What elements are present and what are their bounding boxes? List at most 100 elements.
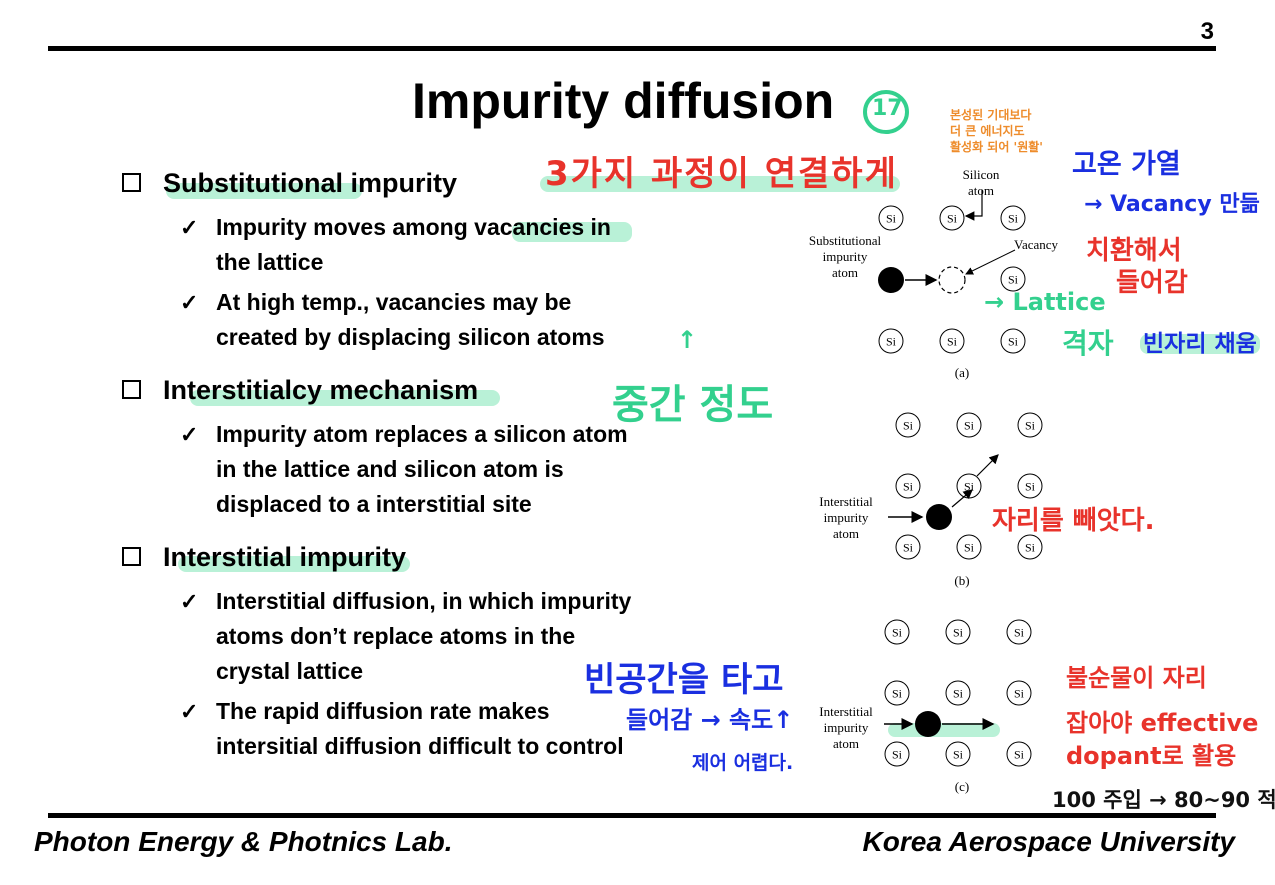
highlight-substitutional (166, 183, 362, 199)
svg-text:Si: Si (947, 335, 958, 349)
check-icon: ✓ (180, 422, 199, 447)
highlight-interstitialcy (190, 390, 500, 406)
svg-text:Si: Si (1008, 335, 1019, 349)
silicon-atom: Si (956, 473, 982, 499)
annotation-percent-note: 100 주입 → 80~90 적용 (1052, 788, 1275, 812)
annotation-hard-control: 제어 어렵다. (692, 752, 794, 774)
silicon-atom: Si (939, 205, 965, 231)
svg-text:Si: Si (892, 687, 903, 701)
substitutional-label: Substitutional (809, 233, 882, 248)
annotation-empty-spot: 빈자리 채움 (1143, 331, 1257, 357)
vacancy (938, 266, 966, 294)
svg-text:Si: Si (886, 335, 897, 349)
annotation-middle-point: 중간 정도 (612, 382, 774, 428)
svg-text:Si: Si (964, 419, 975, 433)
silicon-atom: Si (1006, 619, 1032, 645)
svg-text:Si: Si (892, 626, 903, 640)
svg-text:Si: Si (1008, 212, 1019, 226)
svg-text:atom: atom (968, 183, 994, 198)
section-heading-interstitialcy: Interstitialcy mechanism (122, 375, 478, 406)
silicon-atom: Si (1006, 680, 1032, 706)
annotation-orange-note: 본성된 기대보다 더 큰 에너지도 활성화 되어 '원활' (950, 108, 1043, 154)
silicon-atom: Si (939, 328, 965, 354)
svg-text:Si: Si (886, 212, 897, 226)
section-heading-interstitial: Interstitial impurity (122, 542, 406, 573)
check-icon: ✓ (180, 290, 199, 315)
silicon-atom: Si (878, 328, 904, 354)
silicon-atom: Si (1000, 266, 1026, 292)
annotation-enter-speed: 들어감 → 속도↑ (626, 706, 794, 734)
highlight-three-processes (540, 176, 900, 192)
highlight-vacancies (512, 222, 632, 242)
check-icon: ✓ (180, 215, 199, 240)
svg-text:Si: Si (892, 748, 903, 762)
annotation-high-temp: 고온 가열 (1072, 149, 1181, 180)
silicon-atom: Si (1000, 328, 1026, 354)
footer-rule (48, 813, 1216, 818)
title-circle-mark (863, 90, 909, 134)
svg-text:Si: Si (1008, 273, 1019, 287)
svg-text:impurity: impurity (824, 720, 869, 735)
title-circle-number: 17 (872, 96, 903, 121)
svg-text:Si: Si (1014, 687, 1025, 701)
interstitial-label-c: Interstitial (819, 704, 873, 719)
silicon-atom: Si (895, 534, 921, 560)
svg-text:Si: Si (947, 212, 958, 226)
annotation-impurity-place: 불순물이 자리 잡아야 effective dopant로 활용 (1066, 664, 1259, 770)
annotation-pushed-out: 자리를 빼앗다. (992, 506, 1155, 536)
svg-text:impurity: impurity (823, 249, 868, 264)
header-rule (48, 46, 1216, 51)
silicon-atom: Si (1006, 741, 1032, 767)
annotation-ride-space: 빈공간을 타고 (584, 660, 784, 700)
silicon-atom: Si (1000, 205, 1026, 231)
svg-text:Si: Si (1014, 626, 1025, 640)
silicon-atom-label: Silicon (963, 167, 1000, 182)
highlight-interstitial (178, 556, 410, 572)
caption-b: (b) (954, 573, 969, 588)
interstitial-label-b: Interstitial (819, 494, 873, 509)
silicon-atom: Si (884, 619, 910, 645)
silicon-atom: Si (945, 680, 971, 706)
square-bullet-icon (122, 380, 141, 400)
footer-lab-name: Photon Energy & Photnics Lab. (34, 826, 453, 857)
silicon-atom: Si (1017, 534, 1043, 560)
svg-text:Si: Si (1025, 480, 1036, 494)
svg-text:atom: atom (832, 265, 858, 280)
svg-text:Si: Si (1014, 748, 1025, 762)
vacancy-label: Vacancy (1014, 237, 1059, 252)
annotation-three-processes: 3가지 과정이 연결하게 (545, 154, 898, 194)
svg-text:Si: Si (1025, 419, 1036, 433)
silicon-atom: Si (884, 680, 910, 706)
square-bullet-icon (122, 173, 141, 193)
bullet-item: ✓ Impurity moves among vacancies in the … (180, 210, 700, 280)
silicon-atom: Si (945, 741, 971, 767)
svg-text:Si: Si (903, 419, 914, 433)
svg-text:Si: Si (953, 626, 964, 640)
silicon-atom: Si (945, 619, 971, 645)
silicon-atom: Si (884, 741, 910, 767)
interstitial-impurity-atom-c (915, 711, 941, 737)
svg-text:Si: Si (964, 541, 975, 555)
section-heading-substitutional: Substitutional impurity (122, 168, 457, 199)
substitutional-impurity-atom (878, 267, 904, 293)
silicon-atom: Si (956, 412, 982, 438)
annotation-lattice-kr: 격자 (1062, 327, 1114, 360)
svg-text:Si: Si (903, 480, 914, 494)
bullet-item: ✓ At high temp., vacancies may be create… (180, 285, 700, 355)
slide-title: Impurity diffusion (412, 73, 835, 129)
silicon-atom: Si (1017, 412, 1043, 438)
svg-text:Si: Si (953, 687, 964, 701)
annotation-substitute: 치환해서 들어감 (1086, 236, 1188, 298)
svg-text:atom: atom (833, 736, 859, 751)
svg-text:impurity: impurity (824, 510, 869, 525)
up-arrow-icon: ↑ (677, 326, 698, 354)
silicon-atom: Si (895, 412, 921, 438)
silicon-atom: Si (1017, 473, 1043, 499)
svg-text:atom: atom (833, 526, 859, 541)
square-bullet-icon (122, 547, 141, 567)
annotation-lattice: → Lattice (984, 288, 1106, 316)
annotation-vacancy-made: → Vacancy 만듦 (1084, 192, 1260, 217)
silicon-atom: Si (956, 534, 982, 560)
caption-c: (c) (955, 779, 969, 794)
svg-text:Si: Si (1025, 541, 1036, 555)
